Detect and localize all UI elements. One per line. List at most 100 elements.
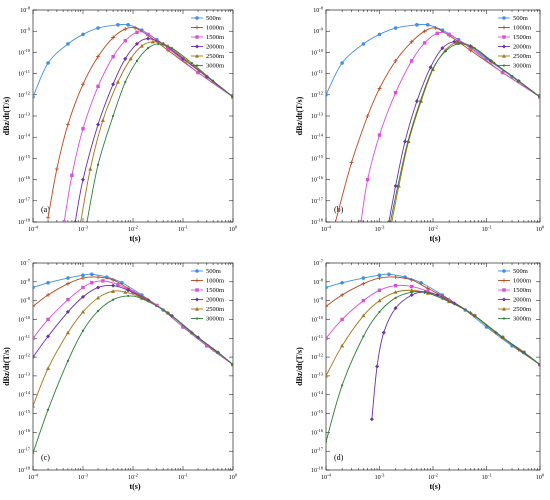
data-point xyxy=(377,133,382,137)
data-point xyxy=(362,335,365,338)
data-point xyxy=(340,61,344,65)
legend: 500m 1000m 1500m 2000m 2500m 3000m xyxy=(498,268,531,323)
series-line xyxy=(326,273,540,365)
data-point xyxy=(66,297,70,302)
data-point xyxy=(377,298,382,303)
series-500m xyxy=(326,272,540,367)
data-point xyxy=(73,220,78,222)
series-2500m xyxy=(33,289,233,408)
y-tick-label: 10-8 xyxy=(20,277,30,286)
data-point xyxy=(33,336,35,340)
x-tick-label: 100 xyxy=(536,473,545,482)
x-tick-label: 10-2 xyxy=(128,473,138,482)
panel-label: (c) xyxy=(41,453,50,462)
data-point xyxy=(127,294,130,298)
data-point xyxy=(146,32,150,37)
y-axis-label: dBz/dt(T/s) xyxy=(2,347,11,386)
data-point xyxy=(123,56,128,61)
data-point xyxy=(96,295,101,300)
data-point xyxy=(100,118,105,122)
data-point xyxy=(96,275,101,280)
data-point xyxy=(101,279,105,283)
data-point xyxy=(166,311,170,314)
data-point xyxy=(433,26,438,31)
y-tick-label: 10-8 xyxy=(313,277,323,286)
data-point xyxy=(81,82,85,87)
data-point xyxy=(46,317,50,322)
data-point xyxy=(431,68,434,71)
panel-label: (a) xyxy=(41,205,50,214)
legend-marker xyxy=(502,35,506,39)
data-point xyxy=(150,39,155,44)
y-tick-label: 10-11 xyxy=(311,69,323,78)
y-axis-label: dBz/dt(T/s) xyxy=(295,347,304,386)
data-point xyxy=(111,54,115,59)
data-point xyxy=(494,331,498,334)
data-point xyxy=(81,177,85,182)
data-point xyxy=(96,54,101,59)
data-point xyxy=(340,343,345,348)
data-point xyxy=(66,359,70,362)
data-point xyxy=(493,61,496,65)
data-point xyxy=(123,39,127,43)
series-line xyxy=(334,27,540,222)
data-point xyxy=(135,30,139,34)
data-point xyxy=(126,288,131,293)
data-point xyxy=(111,277,116,282)
x-tick-label: 10-3 xyxy=(78,473,88,482)
legend-entry: 1000m xyxy=(513,25,531,32)
series-line xyxy=(33,284,233,365)
data-point xyxy=(33,404,35,408)
x-tick-label: 10-4 xyxy=(28,225,38,234)
series-line xyxy=(63,31,233,222)
y-tick-label: 10-17 xyxy=(311,196,324,205)
legend-entry: 2500m xyxy=(513,53,531,60)
data-point xyxy=(170,47,174,50)
data-point xyxy=(447,32,451,37)
data-point xyxy=(377,32,382,37)
legend-marker xyxy=(502,44,506,49)
data-point xyxy=(96,309,100,313)
y-tick-label: 10-10 xyxy=(311,315,324,324)
data-point xyxy=(423,291,426,294)
data-point xyxy=(181,325,185,329)
data-point xyxy=(326,336,328,340)
data-point xyxy=(66,276,70,280)
data-point xyxy=(196,70,200,75)
data-point xyxy=(96,26,100,30)
data-point xyxy=(361,313,366,318)
y-tick-label: 10-18 xyxy=(18,218,31,227)
data-point xyxy=(111,289,116,293)
data-point xyxy=(66,42,70,46)
y-tick-label: 10-13 xyxy=(18,112,31,121)
legend-entry: 3000m xyxy=(513,63,531,70)
x-axis-label: t(s) xyxy=(429,482,440,491)
x-axis-label: t(s) xyxy=(129,482,140,491)
legend-marker xyxy=(195,317,199,320)
data-point xyxy=(46,61,50,65)
x-axis-label: t(s) xyxy=(429,234,440,243)
data-point xyxy=(326,304,328,309)
data-point xyxy=(378,310,381,314)
data-point xyxy=(81,294,85,299)
data-point xyxy=(419,100,422,103)
y-tick-label: 10-10 xyxy=(18,48,31,57)
legend-marker xyxy=(502,269,506,273)
data-point xyxy=(216,351,220,354)
series-1500m xyxy=(62,30,233,222)
data-point xyxy=(435,31,439,36)
x-tick-label: 10-1 xyxy=(178,473,188,482)
data-point xyxy=(377,276,382,281)
x-tick-label: 10-1 xyxy=(482,225,492,234)
data-point xyxy=(340,292,345,297)
data-point xyxy=(81,285,85,290)
data-point xyxy=(326,93,328,97)
y-tick-label: 10-13 xyxy=(311,371,324,380)
y-tick-label: 10-16 xyxy=(311,175,324,184)
legend-entry: 1000m xyxy=(206,278,224,285)
data-point xyxy=(423,41,427,45)
y-tick-label: 10-12 xyxy=(18,90,30,99)
data-point xyxy=(340,280,344,285)
data-point xyxy=(349,160,354,165)
